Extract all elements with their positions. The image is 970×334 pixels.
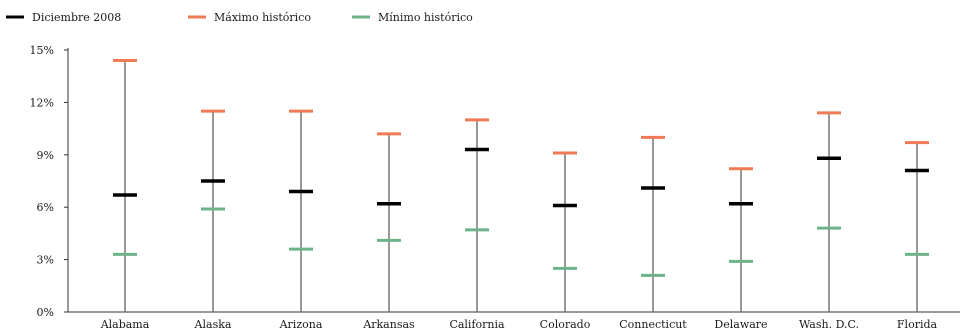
y-tick-label: 15% — [30, 44, 54, 57]
x-tick-label: Arkansas — [362, 318, 415, 331]
range-group — [905, 141, 929, 312]
x-tick-label: Alabama — [100, 318, 150, 331]
x-tick-label: California — [449, 318, 505, 331]
y-tick-label: 6% — [37, 201, 54, 214]
x-tick-label: Wash. D.C. — [799, 318, 859, 331]
range-group — [641, 135, 665, 312]
y-tick-label: 0% — [37, 306, 54, 319]
x-axis: Alabama Alaska Arizona Arkansas California Co… — [68, 311, 960, 331]
x-tick-label: Colorado — [540, 318, 591, 331]
range-group — [377, 132, 401, 312]
x-tick-label: Alaska — [194, 318, 232, 331]
chart-marks — [113, 58, 929, 312]
y-axis: 0% 3% 6% 9% 12% 15% — [30, 44, 69, 319]
range-group — [553, 151, 577, 312]
x-tick-label: Delaware — [714, 318, 767, 331]
legend: Diciembre 2008 Máximo histórico Mínimo his… — [6, 11, 473, 24]
range-group — [817, 111, 841, 312]
range-group — [289, 109, 313, 312]
y-tick-label: 9% — [37, 149, 54, 162]
legend-label-max: Máximo histórico — [214, 11, 311, 24]
x-tick-label: Connecticut — [619, 318, 687, 331]
range-group — [113, 58, 137, 312]
y-tick-label: 3% — [37, 254, 54, 267]
range-group — [201, 109, 225, 312]
range-group — [729, 167, 753, 312]
x-tick-label: Arizona — [279, 318, 323, 331]
range-group — [465, 118, 489, 312]
x-tick-label: Florida — [897, 318, 938, 331]
y-tick-label: 12% — [30, 96, 54, 109]
legend-label-min: Mínimo histórico — [378, 11, 473, 24]
legend-label-current: Diciembre 2008 — [32, 11, 121, 24]
